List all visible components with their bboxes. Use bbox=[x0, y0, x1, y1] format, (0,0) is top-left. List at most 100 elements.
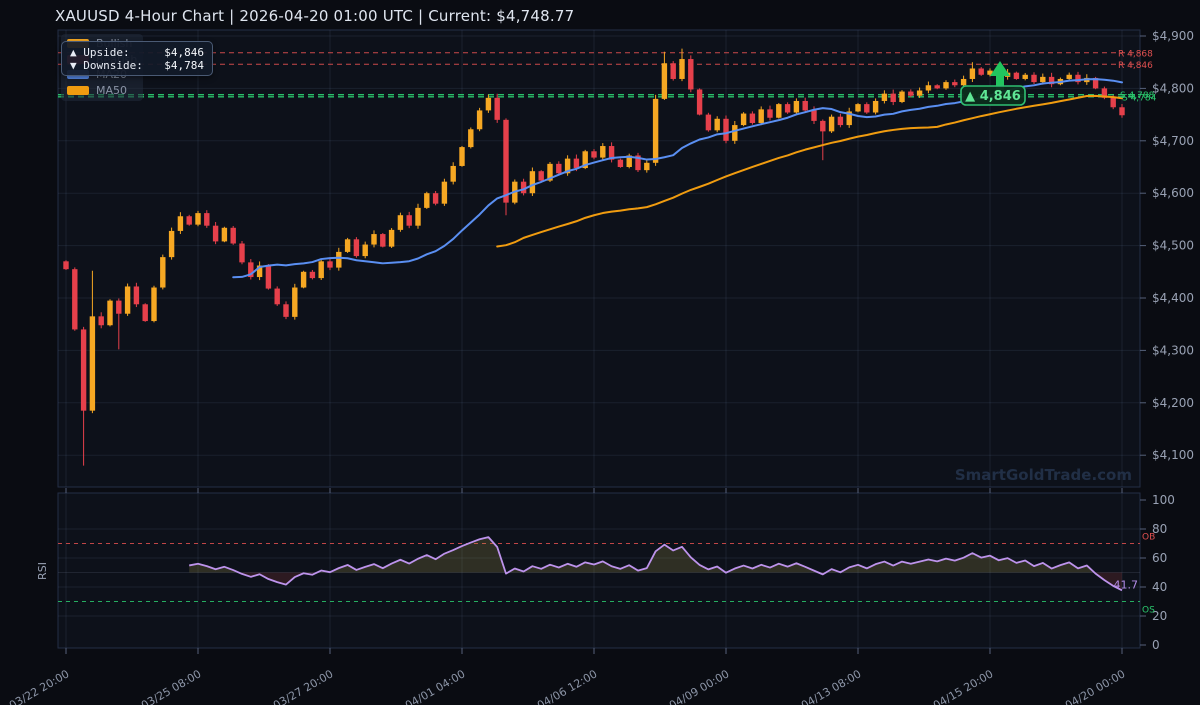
candle bbox=[591, 151, 597, 158]
candle bbox=[802, 100, 808, 111]
candle bbox=[230, 227, 236, 244]
candle bbox=[327, 261, 333, 268]
candle bbox=[1110, 97, 1116, 108]
price-tick-label: $4,700 bbox=[1152, 134, 1194, 148]
candle bbox=[652, 98, 659, 163]
candle bbox=[344, 239, 351, 252]
legend-item-label: MA50 bbox=[96, 83, 128, 97]
candle bbox=[362, 244, 368, 257]
candle bbox=[582, 151, 588, 169]
candle bbox=[151, 287, 157, 322]
candle bbox=[300, 271, 307, 288]
price-axis: $4,900 $4,800 $4,700 $4,600 $4,500 $4,400 $4,3… bbox=[1140, 29, 1194, 462]
time-tick-label: 04/13 08:00 bbox=[799, 667, 863, 705]
candle bbox=[732, 125, 738, 141]
time-tick-label: 03/22 20:00 bbox=[7, 667, 71, 705]
candle bbox=[476, 110, 483, 130]
time-tick-label: 04/09 00:00 bbox=[667, 667, 731, 705]
candle bbox=[406, 215, 412, 226]
rsi-panel[interactable] bbox=[57, 492, 1141, 649]
candle bbox=[459, 147, 465, 166]
up-arrow-marker bbox=[990, 61, 1010, 90]
candle bbox=[547, 163, 553, 181]
candle bbox=[864, 104, 870, 113]
candle bbox=[529, 171, 536, 194]
candle bbox=[98, 316, 104, 326]
candle bbox=[828, 116, 835, 132]
candle bbox=[177, 216, 184, 231]
candle bbox=[89, 316, 96, 411]
candle bbox=[600, 146, 606, 158]
candle bbox=[626, 155, 632, 167]
candle bbox=[1031, 74, 1037, 83]
candle bbox=[503, 119, 509, 203]
candle bbox=[371, 234, 377, 245]
candle bbox=[494, 97, 500, 120]
candle bbox=[133, 286, 140, 305]
candle bbox=[670, 63, 676, 79]
candle bbox=[943, 82, 949, 89]
candle bbox=[714, 118, 720, 131]
resistance-label: R 4,846 bbox=[1118, 61, 1153, 71]
candle bbox=[1101, 88, 1108, 98]
candle bbox=[556, 163, 562, 174]
candle bbox=[749, 113, 756, 123]
time-tick-label: 03/25 08:00 bbox=[139, 667, 203, 705]
candle bbox=[837, 116, 844, 126]
candle bbox=[124, 286, 131, 314]
candle bbox=[265, 265, 272, 289]
candle bbox=[978, 68, 984, 75]
upside-flag-label: ▲ 4,846 bbox=[965, 89, 1021, 104]
candle bbox=[899, 91, 905, 103]
support-label: S 4,788 bbox=[1120, 91, 1155, 101]
candle bbox=[204, 213, 210, 226]
candle bbox=[353, 239, 360, 257]
candle bbox=[1075, 74, 1081, 83]
chart-title: XAUUSD 4-Hour Chart | 2026-04-20 01:00 U… bbox=[55, 7, 575, 25]
candle bbox=[274, 288, 280, 305]
candle bbox=[63, 261, 69, 270]
candle bbox=[987, 70, 993, 75]
candle bbox=[776, 104, 782, 118]
gridlines bbox=[58, 30, 1140, 648]
rsi-axis: 100 80 60 40 20 0 bbox=[1140, 493, 1175, 652]
candle bbox=[195, 213, 201, 225]
rsi-tick-label: 80 bbox=[1152, 522, 1167, 536]
candle bbox=[239, 243, 245, 263]
candle bbox=[740, 113, 747, 126]
rsi-axis-title: RSI bbox=[36, 562, 49, 580]
candle bbox=[538, 171, 544, 181]
rsi-tick-label: 0 bbox=[1152, 638, 1160, 652]
candle bbox=[758, 109, 764, 123]
candle bbox=[432, 193, 439, 204]
candle bbox=[573, 158, 580, 169]
main-chart-panel[interactable] bbox=[57, 29, 1141, 488]
candle bbox=[248, 262, 254, 278]
time-tick-label: 04/15 20:00 bbox=[931, 667, 995, 705]
candle bbox=[608, 146, 615, 160]
candle bbox=[908, 91, 914, 96]
candle bbox=[811, 110, 817, 121]
candle bbox=[820, 120, 826, 132]
candle bbox=[80, 329, 87, 411]
candle bbox=[617, 159, 624, 167]
candle bbox=[415, 207, 421, 226]
resistance-label: R 4,868 bbox=[1118, 49, 1153, 59]
time-tick-label: 04/20 00:00 bbox=[1063, 667, 1127, 705]
candle bbox=[1119, 107, 1125, 116]
downside-value: $4,784 bbox=[164, 58, 204, 72]
rsi-tick-label: 100 bbox=[1152, 493, 1175, 507]
candle bbox=[872, 100, 879, 113]
candle bbox=[283, 304, 289, 317]
candle bbox=[1092, 77, 1099, 89]
candle bbox=[72, 269, 78, 330]
legend-item-ma50[interactable]: MA50 bbox=[61, 83, 143, 99]
candle bbox=[424, 193, 430, 208]
candle bbox=[142, 304, 148, 322]
candle bbox=[969, 68, 976, 79]
candle bbox=[855, 104, 861, 112]
candle bbox=[934, 85, 940, 89]
candle bbox=[468, 129, 474, 148]
candle bbox=[256, 265, 263, 278]
